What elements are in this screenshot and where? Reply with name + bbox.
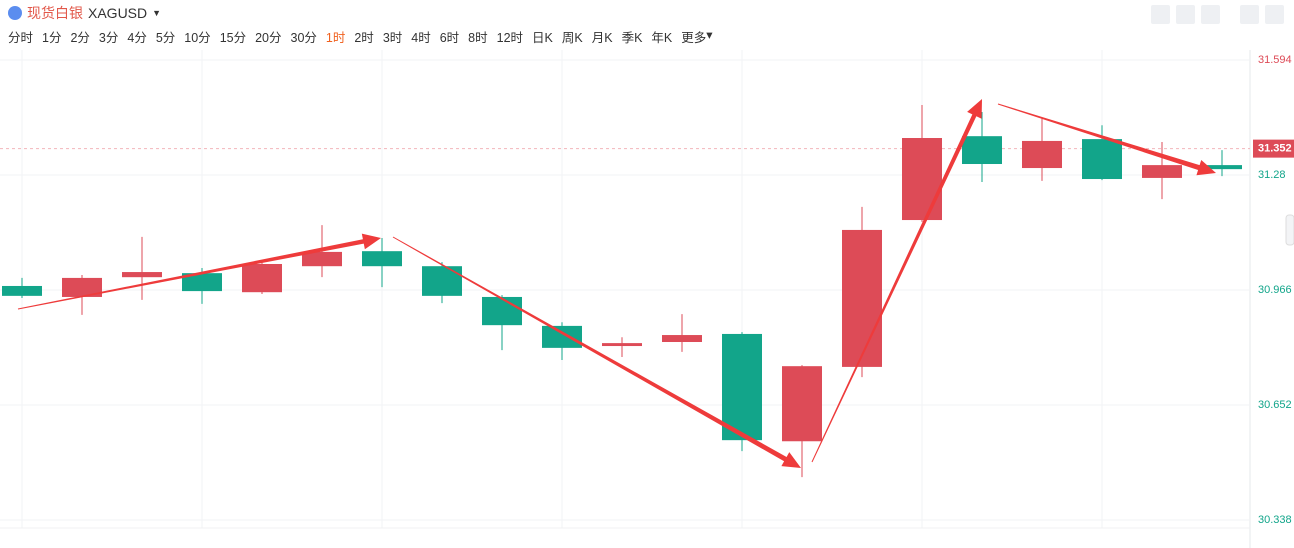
candle-body: [662, 335, 702, 343]
period[interactable]: 日K: [532, 31, 553, 45]
candle-body: [602, 343, 642, 347]
period[interactable]: 分时: [8, 31, 34, 45]
y-tick-label: 30.652: [1258, 399, 1292, 411]
candle-body: [722, 333, 762, 441]
period[interactable]: 4时: [411, 31, 431, 45]
side-tab[interactable]: [1285, 214, 1294, 246]
candle-body: [182, 273, 222, 292]
candle-body: [482, 296, 522, 326]
candle-body: [122, 272, 162, 278]
period[interactable]: 3时: [382, 31, 403, 45]
y-tick-label: 31.28: [1258, 169, 1286, 181]
symbol-code: XAGUSD: [88, 5, 148, 21]
y-tick-label: 31.594: [1258, 54, 1292, 66]
candle-body: [1082, 139, 1122, 180]
candle-body: [782, 366, 822, 442]
period[interactable]: 2分: [70, 31, 90, 45]
annotation-arrow: [392, 236, 801, 468]
candle-body: [422, 266, 462, 296]
caret: ▾: [706, 28, 713, 42]
tools: [1151, 5, 1284, 24]
candle-body: [1142, 165, 1182, 178]
last-price-label: 31.352: [1258, 143, 1292, 155]
period[interactable]: 更多: [681, 31, 707, 45]
tool[interactable]: [1151, 5, 1170, 24]
candle-body: [902, 138, 942, 221]
symbol[interactable]: 现货白银 XAGUSD ▼: [8, 3, 161, 23]
tool[interactable]: [1240, 5, 1259, 24]
period-bar: 分时 1分 2分 3分 4分 5分 10分 15分 20分 30分 1时 2时 3时 4时 6时 8时 12时日…: [8, 27, 713, 46]
period[interactable]: 1时: [325, 31, 346, 45]
tool[interactable]: [1201, 5, 1220, 24]
period[interactable]: 3分: [98, 31, 119, 45]
period[interactable]: 季K: [621, 31, 643, 45]
candle-body: [302, 251, 342, 267]
period[interactable]: 8时: [468, 31, 488, 45]
candle-body: [1202, 165, 1242, 170]
candle-body: [62, 277, 102, 297]
toolbar: 现货白银 XAGUSD ▼ 分时 1分 2分 3分 4分 5分 10分 15分 20分 30分 1时 2时…: [0, 0, 1294, 48]
period[interactable]: 年K: [651, 31, 673, 45]
caret: ▼: [152, 8, 162, 18]
period[interactable]: 1分: [42, 31, 62, 45]
annotation-arrow: [811, 99, 982, 463]
period[interactable]: 2时: [354, 31, 374, 45]
annotation-arrow: [17, 233, 381, 310]
tool[interactable]: [1265, 5, 1284, 24]
period[interactable]: 4分: [127, 31, 147, 45]
annotation-arrow: [997, 103, 1216, 176]
period[interactable]: 20分: [255, 31, 282, 45]
tool[interactable]: [1176, 5, 1195, 24]
period[interactable]: 6时: [439, 31, 460, 45]
period[interactable]: 30分: [290, 31, 317, 45]
candle-body: [2, 285, 42, 296]
candle-body: [362, 251, 402, 267]
candle-body: [242, 263, 282, 293]
period[interactable]: 15分: [219, 31, 247, 45]
symbol-name: 现货白银: [27, 5, 83, 21]
period[interactable]: 12时: [496, 31, 524, 45]
logo: [8, 6, 22, 20]
period[interactable]: 月K: [591, 31, 613, 45]
last-price-box: [1253, 139, 1294, 158]
candle-body: [962, 136, 1002, 165]
candle-body: [1022, 140, 1062, 169]
period[interactable]: 5分: [155, 31, 176, 45]
y-tick-label: 30.966: [1258, 284, 1292, 296]
period[interactable]: 周K: [561, 31, 583, 45]
candle-body: [542, 325, 582, 348]
period[interactable]: 10分: [184, 31, 211, 45]
candle-body: [842, 229, 882, 367]
y-tick-label: 30.338: [1258, 514, 1292, 526]
